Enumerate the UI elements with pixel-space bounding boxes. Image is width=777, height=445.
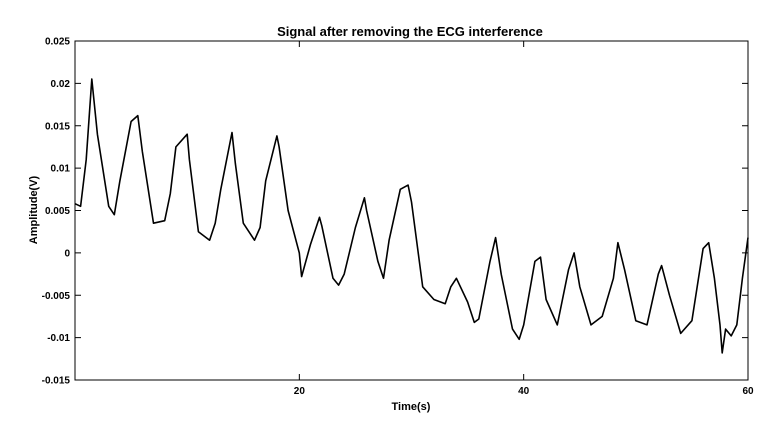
plot-area (74, 40, 749, 381)
x-axis-label: Time(s) (392, 401, 431, 413)
x-axis: 20 40 60 (294, 41, 754, 397)
y-tick-label: -0.005 (42, 291, 71, 302)
y-tick-label: 0.02 (51, 79, 71, 90)
y-axis: -0.015 -0.01 -0.005 0 0.005 0.01 0.015 0.02 0.02… (42, 37, 748, 387)
x-tick-label: 20 (294, 386, 306, 397)
series-group (74, 78, 749, 354)
series-line-0 (74, 78, 749, 354)
x-tick-label: 40 (518, 386, 530, 397)
y-tick-label: 0 (64, 248, 70, 259)
y-tick-label: 0.025 (45, 37, 70, 48)
y-tick-label: 0.015 (45, 121, 70, 132)
chart-title: Signal after removing the ECG interferen… (277, 24, 543, 39)
y-tick-label: 0.01 (51, 164, 71, 175)
y-tick-label: -0.015 (42, 376, 71, 387)
y-axis-label: Amplitude(V) (28, 175, 40, 244)
y-tick-label: -0.01 (47, 333, 70, 344)
x-tick-label: 60 (742, 386, 754, 397)
y-tick-label: 0.005 (45, 206, 70, 217)
